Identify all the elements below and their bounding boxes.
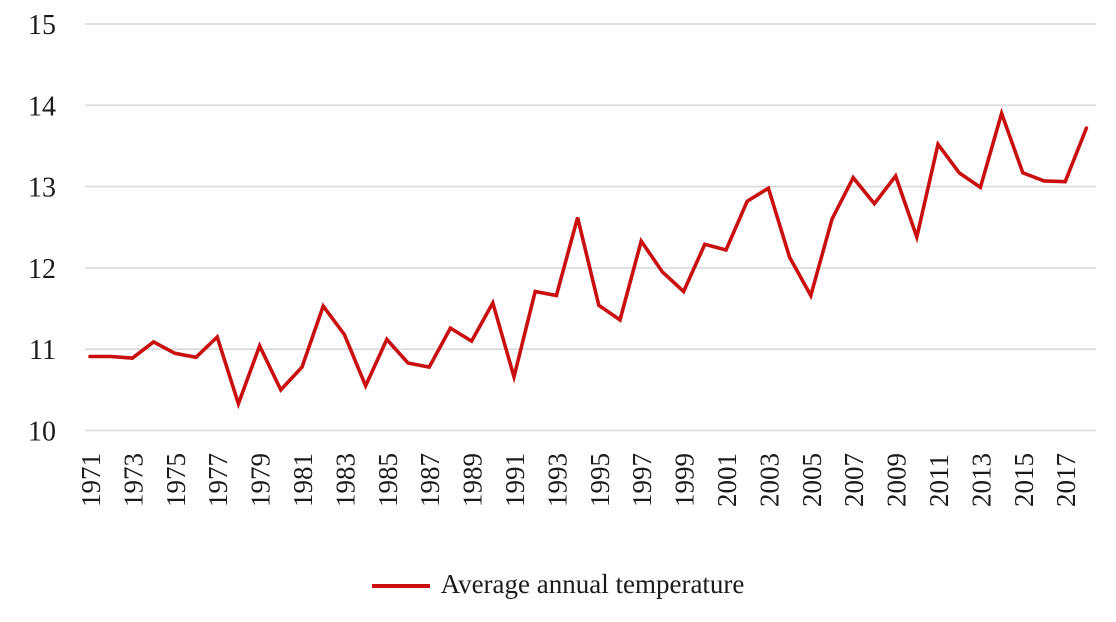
x-tick-label: 1997 — [627, 453, 657, 507]
x-tick-label: 2013 — [966, 453, 996, 507]
x-tick-label: 2015 — [1009, 453, 1039, 507]
x-tick-label: 1993 — [542, 453, 572, 507]
x-tick-label: 1981 — [288, 453, 318, 507]
x-tick-label: 1973 — [118, 453, 148, 507]
chart-legend: Average annual temperature — [0, 568, 1116, 604]
x-tick-label: 1979 — [246, 453, 276, 507]
legend-series-label: Average annual temperature — [440, 568, 745, 599]
x-tick-label: 1991 — [500, 453, 530, 507]
x-tick-label: 1989 — [458, 453, 488, 507]
x-tick-label: 2009 — [882, 453, 912, 507]
x-tick-label: 2017 — [1051, 453, 1081, 507]
x-tick-label: 1971 — [76, 453, 106, 507]
y-tick-label: 12 — [28, 254, 56, 285]
x-tick-label: 1999 — [670, 453, 700, 507]
temperature-chart-plot: 15 14 13 12 11 10 1971 1973 1975 1977 1979 1981 1983… — [28, 10, 1096, 507]
temperature-line — [88, 107, 1089, 410]
y-tick-label: 13 — [28, 173, 56, 204]
x-tick-label: 2011 — [924, 454, 954, 507]
legend-line-swatch — [371, 584, 430, 588]
y-tick-label: 10 — [28, 417, 56, 448]
x-tick-label: 1995 — [585, 453, 615, 507]
x-tick-label: 2003 — [754, 453, 784, 507]
x-tick-label: 2007 — [839, 453, 869, 507]
x-tick-label: 1977 — [203, 453, 233, 507]
y-tick-label: 14 — [28, 91, 56, 122]
x-tick-label: 2005 — [797, 453, 827, 507]
y-tick-label: 15 — [28, 10, 56, 41]
y-tick-label: 11 — [29, 335, 56, 366]
x-tick-label: 1975 — [161, 453, 191, 507]
x-tick-label: 1983 — [330, 453, 360, 507]
x-tick-label: 1987 — [415, 453, 445, 507]
x-tick-label: 2001 — [712, 453, 742, 507]
x-tick-label: 1985 — [373, 453, 403, 507]
